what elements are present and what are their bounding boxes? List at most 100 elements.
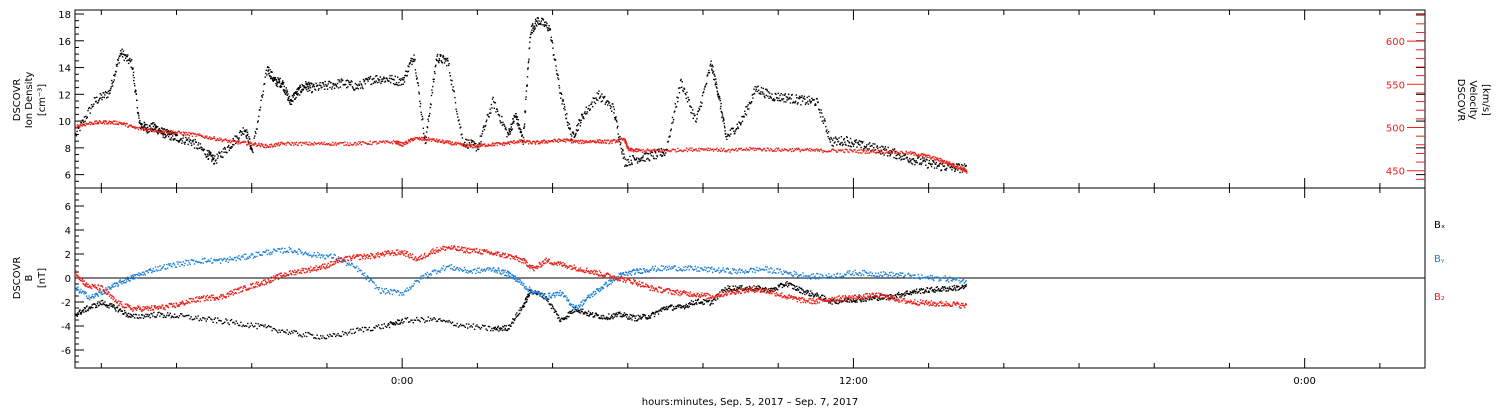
density-point — [90, 107, 92, 110]
density-point — [591, 106, 594, 108]
velocity-point — [832, 148, 834, 150]
velocity-point — [352, 144, 354, 146]
density-point — [574, 135, 576, 137]
field-by-point — [137, 274, 139, 276]
field-bx-point — [377, 324, 380, 326]
density-point — [620, 147, 622, 150]
field-by-point — [94, 293, 96, 296]
field-by-point — [212, 261, 214, 264]
density-point — [675, 105, 678, 108]
velocity-point — [581, 139, 584, 141]
field-bx-point — [553, 308, 555, 310]
velocity-point — [591, 140, 593, 143]
field-bx-point — [510, 322, 513, 325]
velocity-point — [960, 166, 962, 168]
density-point — [447, 64, 450, 67]
field-by-point — [245, 253, 247, 255]
field-bx-point — [117, 311, 119, 313]
field-by-point — [87, 297, 90, 300]
density-point — [139, 122, 141, 124]
density-point — [322, 83, 325, 85]
velocity-point — [813, 148, 815, 151]
velocity-point — [758, 147, 761, 149]
field-bx-point — [961, 286, 963, 288]
density-point — [200, 148, 203, 151]
velocity-point — [679, 149, 681, 151]
density-point — [116, 63, 119, 65]
density-point — [136, 107, 138, 109]
density-point — [206, 153, 209, 155]
velocity-point — [419, 137, 422, 139]
field-by-point — [123, 281, 125, 284]
field-by-point — [100, 293, 102, 295]
field-bx-point — [358, 329, 360, 332]
density-point — [109, 92, 111, 94]
field-bx-point — [512, 318, 514, 320]
velocity-point — [468, 144, 470, 146]
field-by-point — [207, 259, 210, 261]
velocity-point — [839, 149, 841, 151]
density-point — [768, 97, 770, 99]
density-point — [881, 152, 884, 155]
density-point — [767, 95, 769, 97]
field-bx-point — [675, 305, 677, 308]
density-point — [276, 83, 278, 85]
density-point — [337, 79, 339, 81]
density-point — [627, 158, 629, 161]
density-point — [374, 81, 376, 84]
velocity-point — [277, 142, 280, 144]
field-bx-point — [860, 301, 862, 303]
field-bx-point — [85, 310, 87, 313]
field-bx-point — [583, 312, 585, 314]
velocity-point — [504, 141, 506, 144]
velocity-point — [577, 139, 580, 142]
density-point — [612, 106, 615, 108]
velocity-point — [778, 149, 781, 151]
density-point — [208, 154, 210, 156]
field-bx-point — [741, 284, 743, 287]
density-point — [646, 158, 648, 160]
field-bx-point — [855, 299, 858, 302]
velocity-point — [912, 152, 915, 154]
velocity-point — [926, 156, 928, 158]
field-bx-point — [616, 314, 619, 316]
density-point — [524, 110, 527, 112]
field-bx-point — [401, 319, 403, 322]
velocity-point — [120, 122, 123, 124]
velocity-point — [422, 137, 424, 139]
field-bx-point — [597, 314, 600, 316]
velocity-point — [847, 151, 849, 153]
velocity-point — [201, 135, 204, 137]
density-point — [716, 94, 719, 96]
velocity-point — [685, 147, 688, 149]
field-bx-point — [610, 316, 612, 318]
velocity-point — [110, 120, 112, 123]
velocity-point — [680, 150, 683, 152]
velocity-point — [360, 144, 363, 146]
field-by-point — [369, 279, 371, 282]
velocity-point — [374, 141, 377, 143]
velocity-point — [124, 125, 127, 127]
density-point — [311, 86, 314, 88]
velocity-point — [569, 140, 571, 142]
density-point — [141, 125, 143, 127]
density-point — [940, 169, 943, 171]
velocity-point — [780, 150, 782, 152]
density-point — [714, 84, 716, 86]
velocity-point — [773, 150, 775, 152]
density-point — [273, 77, 276, 79]
field-bx-point — [511, 321, 513, 323]
density-point — [185, 139, 188, 141]
velocity-point — [438, 139, 441, 141]
field-bx-point — [793, 285, 796, 287]
field-bx-point — [774, 289, 777, 291]
velocity-point — [636, 148, 639, 151]
density-point — [306, 82, 308, 84]
field-by-point — [358, 269, 361, 272]
density-point — [701, 94, 704, 97]
velocity-point — [718, 149, 720, 151]
velocity-point — [183, 133, 186, 135]
velocity-point — [803, 149, 805, 152]
velocity-point — [562, 140, 565, 142]
field-bx-point — [849, 298, 852, 301]
